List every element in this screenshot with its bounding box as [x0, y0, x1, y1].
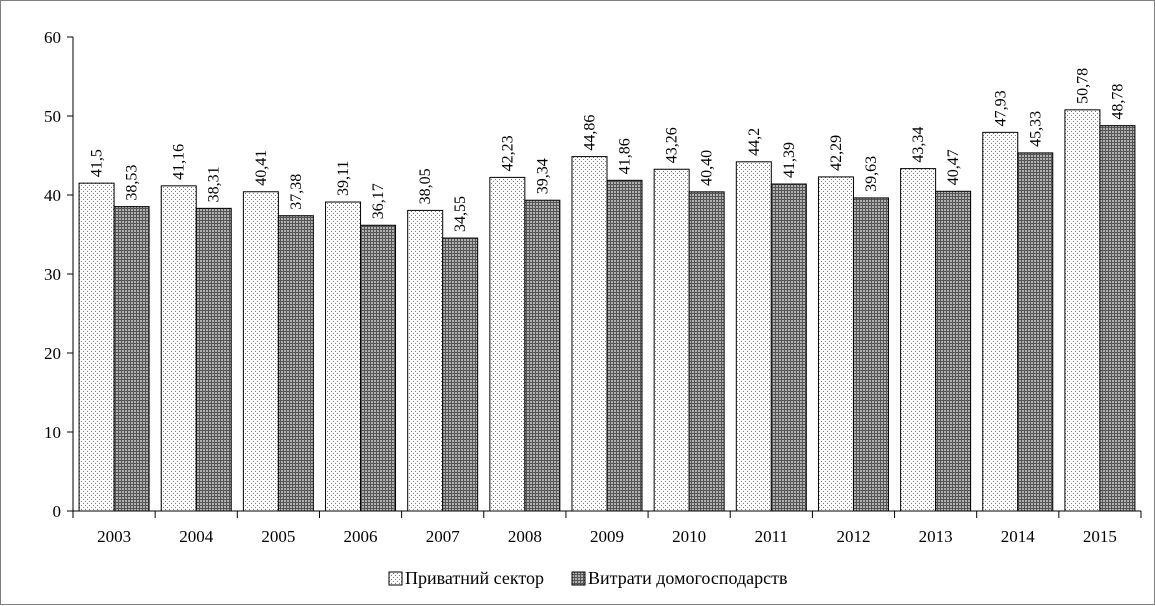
data-label: 38,53: [124, 165, 141, 201]
bar-households-2004: [196, 208, 231, 511]
data-label: 36,17: [370, 183, 387, 219]
data-label: 38,31: [206, 166, 223, 202]
data-label: 50,78: [1074, 68, 1091, 104]
legend-label-households: Витрати домогосподарств: [588, 568, 787, 588]
bar-households-2010: [689, 192, 724, 511]
x-tick-label: 2008: [508, 527, 542, 546]
bar-households-2014: [1018, 153, 1053, 511]
data-label: 39,63: [863, 156, 880, 192]
data-label: 40,40: [699, 150, 716, 186]
data-label: 41,5: [89, 149, 106, 177]
y-tick-label: 0: [53, 502, 62, 521]
data-label: 45,33: [1027, 111, 1044, 147]
data-label: 40,47: [945, 149, 962, 185]
bar-households-2009: [607, 180, 642, 511]
data-label: 47,93: [992, 90, 1009, 126]
data-label: 44,2: [746, 128, 763, 156]
bars: [79, 110, 1135, 511]
legend: Приватний сектор Витрати домогосподарств: [389, 568, 787, 588]
data-label: 38,05: [417, 168, 434, 204]
bar-private-2004: [161, 186, 196, 511]
data-label: 41,16: [171, 144, 188, 180]
bar-households-2013: [936, 191, 971, 511]
y-tick-label: 60: [44, 28, 61, 47]
data-label: 40,41: [253, 150, 270, 186]
x-tick-label: 2003: [97, 527, 131, 546]
data-label: 48,78: [1109, 84, 1126, 120]
data-label: 39,34: [534, 158, 551, 194]
x-tick-label: 2004: [179, 527, 214, 546]
y-tick-label: 10: [44, 423, 61, 442]
data-label: 42,29: [828, 135, 845, 171]
data-label: 34,55: [452, 196, 469, 232]
x-tick-label: 2010: [672, 527, 706, 546]
bar-private-2010: [654, 169, 689, 511]
bar-private-2003: [79, 183, 114, 511]
legend-swatch-private: [389, 572, 402, 585]
bar-private-2014: [983, 132, 1018, 511]
bar-private-2005: [243, 192, 278, 511]
bar-private-2012: [818, 177, 853, 511]
data-label: 41,39: [781, 142, 798, 178]
y-tick-label: 40: [44, 186, 61, 205]
bar-households-2003: [114, 207, 149, 511]
bar-private-2008: [490, 177, 525, 511]
bar-households-2007: [443, 238, 478, 511]
x-tick-label: 2013: [919, 527, 953, 546]
bar-households-2008: [525, 200, 560, 511]
bar-private-2009: [572, 157, 607, 511]
y-tick-label: 30: [44, 265, 61, 284]
x-tick-label: 2006: [344, 527, 378, 546]
data-label: 44,86: [582, 115, 599, 151]
x-tick-label: 2015: [1083, 527, 1117, 546]
bar-private-2006: [326, 202, 361, 511]
bar-households-2015: [1100, 126, 1135, 511]
x-tick-label: 2005: [261, 527, 295, 546]
x-tick-label: 2011: [755, 527, 788, 546]
bar-private-2011: [736, 162, 771, 511]
y-tick-label: 20: [44, 344, 61, 363]
legend-label-private: Приватний сектор: [405, 568, 544, 588]
bar-households-2011: [771, 184, 806, 511]
bar-private-2015: [1065, 110, 1100, 511]
legend-swatch-households: [572, 572, 585, 585]
data-label: 43,34: [910, 127, 927, 163]
data-label: 43,26: [664, 127, 681, 163]
x-tick-label: 2014: [1001, 527, 1036, 546]
y-tick-label: 50: [44, 107, 61, 126]
data-label: 39,11: [335, 161, 352, 196]
bar-households-2012: [853, 198, 888, 511]
bar-private-2007: [408, 210, 443, 511]
x-tick-label: 2009: [590, 527, 624, 546]
data-label: 41,86: [617, 138, 634, 174]
data-label: 37,38: [288, 174, 305, 210]
x-tick-label: 2007: [426, 527, 461, 546]
x-tick-label: 2012: [836, 527, 870, 546]
bar-households-2006: [361, 225, 396, 511]
bar-private-2013: [901, 169, 936, 511]
bar-households-2005: [278, 216, 313, 511]
data-label: 42,23: [499, 135, 516, 171]
